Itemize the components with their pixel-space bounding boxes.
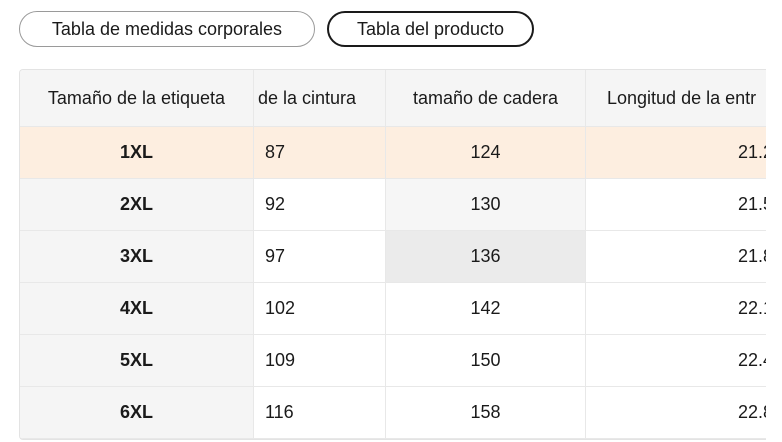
table-cell: 102: [253, 282, 386, 335]
table-cell: 21.2: [585, 126, 766, 179]
table-cell: 158: [385, 386, 586, 439]
table-cell: 92: [253, 178, 386, 231]
table-cell: 124: [385, 126, 586, 179]
table-cell: 22.1: [585, 282, 766, 335]
size-table: Tamaño de la etiqueta de la cintura tamaño…: [20, 70, 766, 439]
table-cell: 22.8: [585, 386, 766, 439]
tab-button-active[interactable]: Tabla del producto: [327, 11, 534, 47]
size-label-cell: 2XL: [20, 178, 254, 231]
size-label-cell: 6XL: [20, 386, 254, 439]
table-cell: 21.5: [585, 178, 766, 231]
table-cell: 21.8: [585, 230, 766, 283]
table-cell: 22.4: [585, 334, 766, 387]
header-cell: Longitud de la entr: [585, 70, 766, 127]
table-cell: 87: [253, 126, 386, 179]
size-label-cell: 5XL: [20, 334, 254, 387]
table-cell: 97: [253, 230, 386, 283]
header-cell: tamaño de cadera: [385, 70, 586, 127]
header-cell: de la cintura: [253, 70, 386, 127]
size-table-container: Tamaño de la etiqueta de la cintura tamaño…: [19, 69, 766, 440]
table-cell: 116: [253, 386, 386, 439]
table-cell: 109: [253, 334, 386, 387]
header-row: Tamaño de la etiqueta de la cintura tamaño…: [20, 70, 766, 127]
table-cell: 142: [385, 282, 586, 335]
tab-button[interactable]: Tabla de medidas corporales: [19, 11, 315, 47]
table-cell: 136: [385, 230, 586, 283]
size-label-cell: 1XL: [20, 126, 254, 179]
table-cell: 130: [385, 178, 586, 231]
table-cell: 150: [385, 334, 586, 387]
size-label-cell: 4XL: [20, 282, 254, 335]
size-label-cell: 3XL: [20, 230, 254, 283]
header-cell: Tamaño de la etiqueta: [20, 70, 254, 127]
